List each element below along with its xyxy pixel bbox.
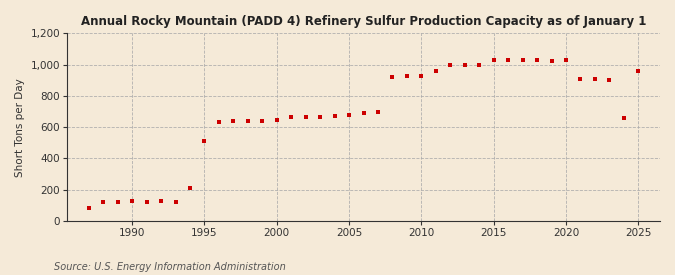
Title: Annual Rocky Mountain (PADD 4) Refinery Sulfur Production Capacity as of January: Annual Rocky Mountain (PADD 4) Refinery … (81, 15, 646, 28)
Y-axis label: Short Tons per Day: Short Tons per Day (15, 78, 25, 177)
Text: Source: U.S. Energy Information Administration: Source: U.S. Energy Information Administ… (54, 262, 286, 272)
